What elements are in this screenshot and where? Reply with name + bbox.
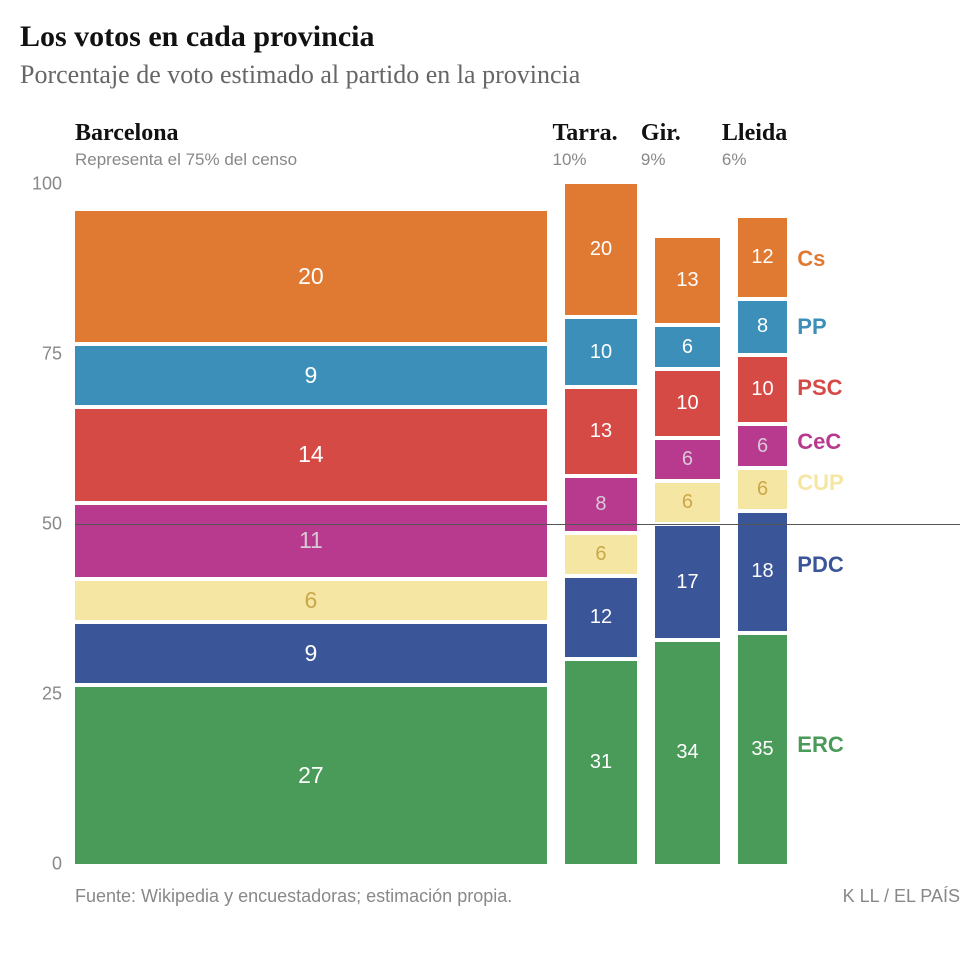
chart-title: Los votos en cada provincia	[20, 20, 960, 54]
province-header: Lleida 6%	[722, 120, 787, 170]
province-census-share: 9%	[641, 150, 704, 170]
bar-segment: 20	[75, 211, 547, 342]
source-text: Fuente: Wikipedia y encuestadoras; estim…	[75, 886, 512, 907]
chart-footer: Fuente: Wikipedia y encuestadoras; estim…	[75, 886, 960, 907]
province-name: Tarra.	[553, 120, 623, 147]
legend-item: ERC	[797, 732, 843, 758]
bar-segment: 8	[565, 478, 637, 530]
bar-segment: 20	[565, 184, 637, 315]
y-axis: 0255075100	[20, 184, 70, 864]
bar-segment: 35	[738, 635, 787, 864]
legend-item: PP	[797, 314, 826, 340]
bar-segment: 6	[655, 327, 720, 366]
legend-item: CUP	[797, 470, 843, 496]
bar-segment: 11	[75, 505, 547, 577]
bar-segment: 10	[565, 319, 637, 385]
bar-segment: 27	[75, 687, 547, 864]
legend-item: PDC	[797, 552, 843, 578]
bar-segment: 10	[738, 357, 787, 422]
bar-segment: 17	[655, 526, 720, 637]
bar-segment: 12	[565, 578, 637, 657]
chart-subtitle: Porcentaje de voto estimado al partido e…	[20, 60, 960, 90]
bar-segment: 14	[75, 409, 547, 501]
province-census-share: 10%	[553, 150, 623, 170]
province-name: Gir.	[641, 120, 704, 147]
bar-segment: 9	[75, 346, 547, 405]
province-header: Tarra. 10%	[553, 120, 623, 170]
bar-segment: 9	[75, 624, 547, 683]
province-census-share: Representa el 75% del censo	[75, 150, 535, 170]
bar-segment: 6	[655, 483, 720, 522]
province-census-share: 6%	[722, 150, 787, 170]
credit-text: K LL / EL PAÍS	[843, 886, 960, 907]
bar-segment: 34	[655, 642, 720, 864]
bar-segment: 18	[738, 513, 787, 631]
bar-segment: 31	[565, 661, 637, 864]
y-tick-label: 50	[42, 514, 62, 535]
bar-segment: 13	[565, 389, 637, 474]
bar-segment: 6	[75, 581, 547, 620]
y-tick-label: 0	[52, 854, 62, 875]
legend-item: Cs	[797, 246, 825, 272]
legend-item: CeC	[797, 429, 841, 455]
bar-segment: 6	[738, 426, 787, 465]
bar-segment: 12	[738, 218, 787, 297]
bar-segment: 6	[655, 440, 720, 479]
bar-segment: 8	[738, 301, 787, 353]
bar-segment: 6	[565, 535, 637, 574]
midline-50	[75, 524, 960, 525]
bar-segment: 10	[655, 371, 720, 436]
chart-area: 0255075100 20914116927201013861231136106…	[20, 184, 960, 864]
legend-item: PSC	[797, 375, 842, 401]
bar-segment: 13	[655, 238, 720, 323]
y-tick-label: 100	[32, 174, 62, 195]
bar-segment: 6	[738, 470, 787, 509]
province-header: Barcelona Representa el 75% del censo	[75, 120, 535, 170]
province-header: Gir. 9%	[641, 120, 704, 170]
province-name: Lleida	[722, 120, 787, 147]
plot-area: 2091411692720101386123113610661734128106…	[75, 184, 960, 864]
province-name: Barcelona	[75, 120, 535, 147]
y-tick-label: 25	[42, 684, 62, 705]
province-headers: Barcelona Representa el 75% del censo Tarr…	[75, 120, 960, 170]
y-tick-label: 75	[42, 344, 62, 365]
